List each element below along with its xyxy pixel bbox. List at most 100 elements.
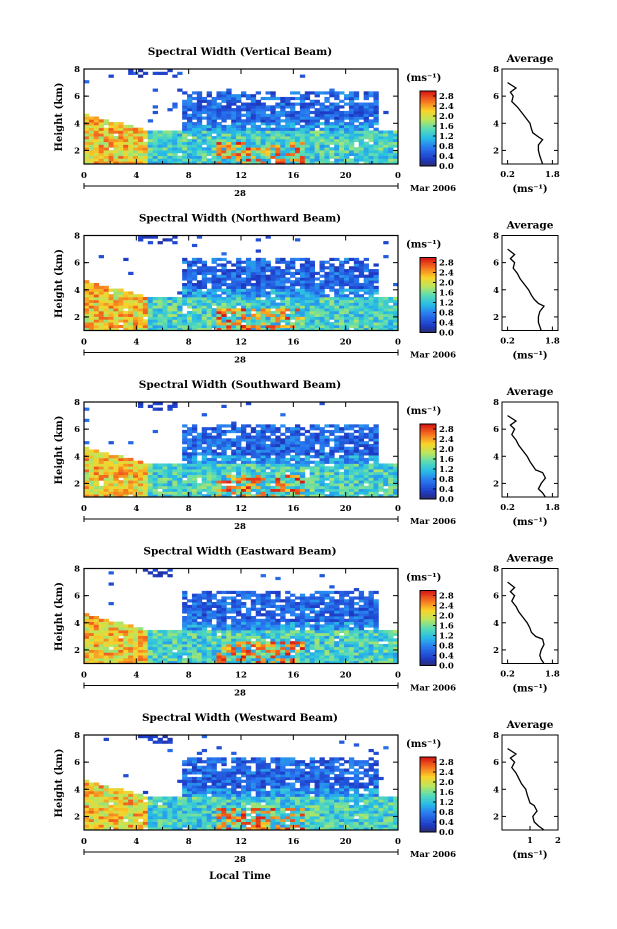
heatmap-cell <box>128 646 134 650</box>
heatmap-cell <box>358 116 365 120</box>
heatmap-cell <box>280 313 286 317</box>
heatmap-cell <box>344 319 350 323</box>
heatmap-cell <box>304 122 311 126</box>
heatmap-cell <box>226 638 232 642</box>
heatmap-cell <box>339 130 345 134</box>
colorbar-band <box>420 263 436 266</box>
heatmap-cell <box>196 305 203 309</box>
heatmap-cell <box>314 155 320 159</box>
heatmap-cell <box>142 302 149 306</box>
heatmap-cell <box>280 155 286 159</box>
heatmap-cell <box>191 435 198 439</box>
heatmap-cell <box>177 161 183 165</box>
heatmap-cell <box>329 327 335 331</box>
heatmap-cell <box>304 457 311 462</box>
heatmap-cell <box>201 269 208 273</box>
colorbar-tick-label: 1.6 <box>439 122 454 132</box>
heatmap-cell <box>118 288 124 292</box>
heatmap-cell <box>353 136 360 140</box>
heatmap-cell <box>182 438 188 442</box>
heatmap-cell <box>280 277 286 281</box>
date-label: Mar 2006 <box>410 184 456 194</box>
heatmap-cell <box>309 133 315 137</box>
heatmap-cell <box>103 138 109 143</box>
heatmap-cell <box>309 116 315 120</box>
heatmap-cell <box>368 491 374 495</box>
colorbar-band <box>420 429 436 432</box>
heatmap-cell <box>118 152 124 157</box>
heatmap-cell <box>368 280 374 284</box>
heatmap-cell <box>299 457 306 462</box>
heatmap-cell <box>206 632 212 636</box>
heatmap-cell <box>363 152 369 157</box>
heatmap-cell <box>231 590 237 595</box>
heatmap-cell <box>245 257 252 262</box>
heatmap-cell <box>290 105 296 109</box>
heatmap-cell <box>103 460 109 464</box>
heatmap-cell <box>221 649 227 653</box>
heatmap-cell <box>334 427 340 431</box>
heatmap-cell <box>191 147 198 151</box>
heatmap-cell <box>142 235 149 239</box>
heatmap-cell <box>393 477 399 481</box>
average-y-tick-label: 6 <box>493 92 499 102</box>
heatmap-cell <box>236 618 242 622</box>
heatmap-cell <box>201 641 208 645</box>
heatmap-cell <box>353 324 360 329</box>
heatmap-cell <box>319 452 325 456</box>
heatmap-cell <box>294 463 301 467</box>
heatmap-cell <box>255 621 262 625</box>
heatmap-cell <box>187 310 193 315</box>
heatmap-cell <box>299 102 306 106</box>
heatmap-cell <box>231 441 237 445</box>
colorbar-band <box>420 295 436 298</box>
heatmap-cell <box>221 657 227 662</box>
heatmap-cell <box>133 155 139 159</box>
colorbar-tick-label: 0.0 <box>439 495 454 505</box>
heatmap-cell <box>324 158 330 162</box>
heatmap-cell <box>344 271 350 276</box>
heatmap-cell <box>299 130 306 134</box>
heatmap-cell <box>187 643 193 648</box>
heatmap-cell <box>270 429 276 434</box>
heatmap-cell <box>334 119 340 123</box>
heatmap-cell <box>329 105 335 109</box>
heatmap-cell <box>250 599 257 603</box>
heatmap-cell <box>206 147 212 151</box>
heatmap-cell <box>98 308 105 312</box>
heatmap-cell <box>211 127 217 131</box>
heatmap-cell <box>358 133 365 137</box>
heatmap-cell <box>177 310 183 315</box>
heatmap-cell <box>108 655 114 659</box>
heatmap-cell <box>236 613 242 617</box>
heatmap-cell <box>250 435 257 439</box>
heatmap-cell <box>118 319 124 323</box>
heatmap-cell <box>388 483 394 487</box>
average-y-tick-label: 4 <box>493 119 499 129</box>
heatmap-cell <box>329 313 335 317</box>
heatmap-cell <box>265 443 271 448</box>
heatmap-cell <box>123 469 129 473</box>
heatmap-cell <box>88 624 95 628</box>
heatmap-cell <box>88 138 95 143</box>
heatmap-cell <box>339 138 345 143</box>
heatmap-cell <box>348 277 355 281</box>
heatmap-cell <box>118 463 124 467</box>
heatmap-cell <box>221 91 227 95</box>
heatmap-cell <box>373 91 379 95</box>
heatmap-cell <box>290 133 296 137</box>
heatmap-cell <box>280 455 286 459</box>
heatmap-cell <box>98 294 105 298</box>
heatmap-cell <box>363 102 369 106</box>
heatmap-cell <box>358 285 365 289</box>
heatmap-cell <box>309 271 315 276</box>
heatmap-cell <box>324 460 330 464</box>
heatmap-cell <box>358 457 365 462</box>
heatmap-cell <box>339 105 345 109</box>
heatmap-cell <box>245 305 252 309</box>
heatmap-cell <box>182 494 188 498</box>
heatmap-cell <box>285 635 291 639</box>
heatmap-cell <box>260 152 266 157</box>
heatmap-cell <box>221 277 227 281</box>
heatmap-cell <box>339 113 345 117</box>
